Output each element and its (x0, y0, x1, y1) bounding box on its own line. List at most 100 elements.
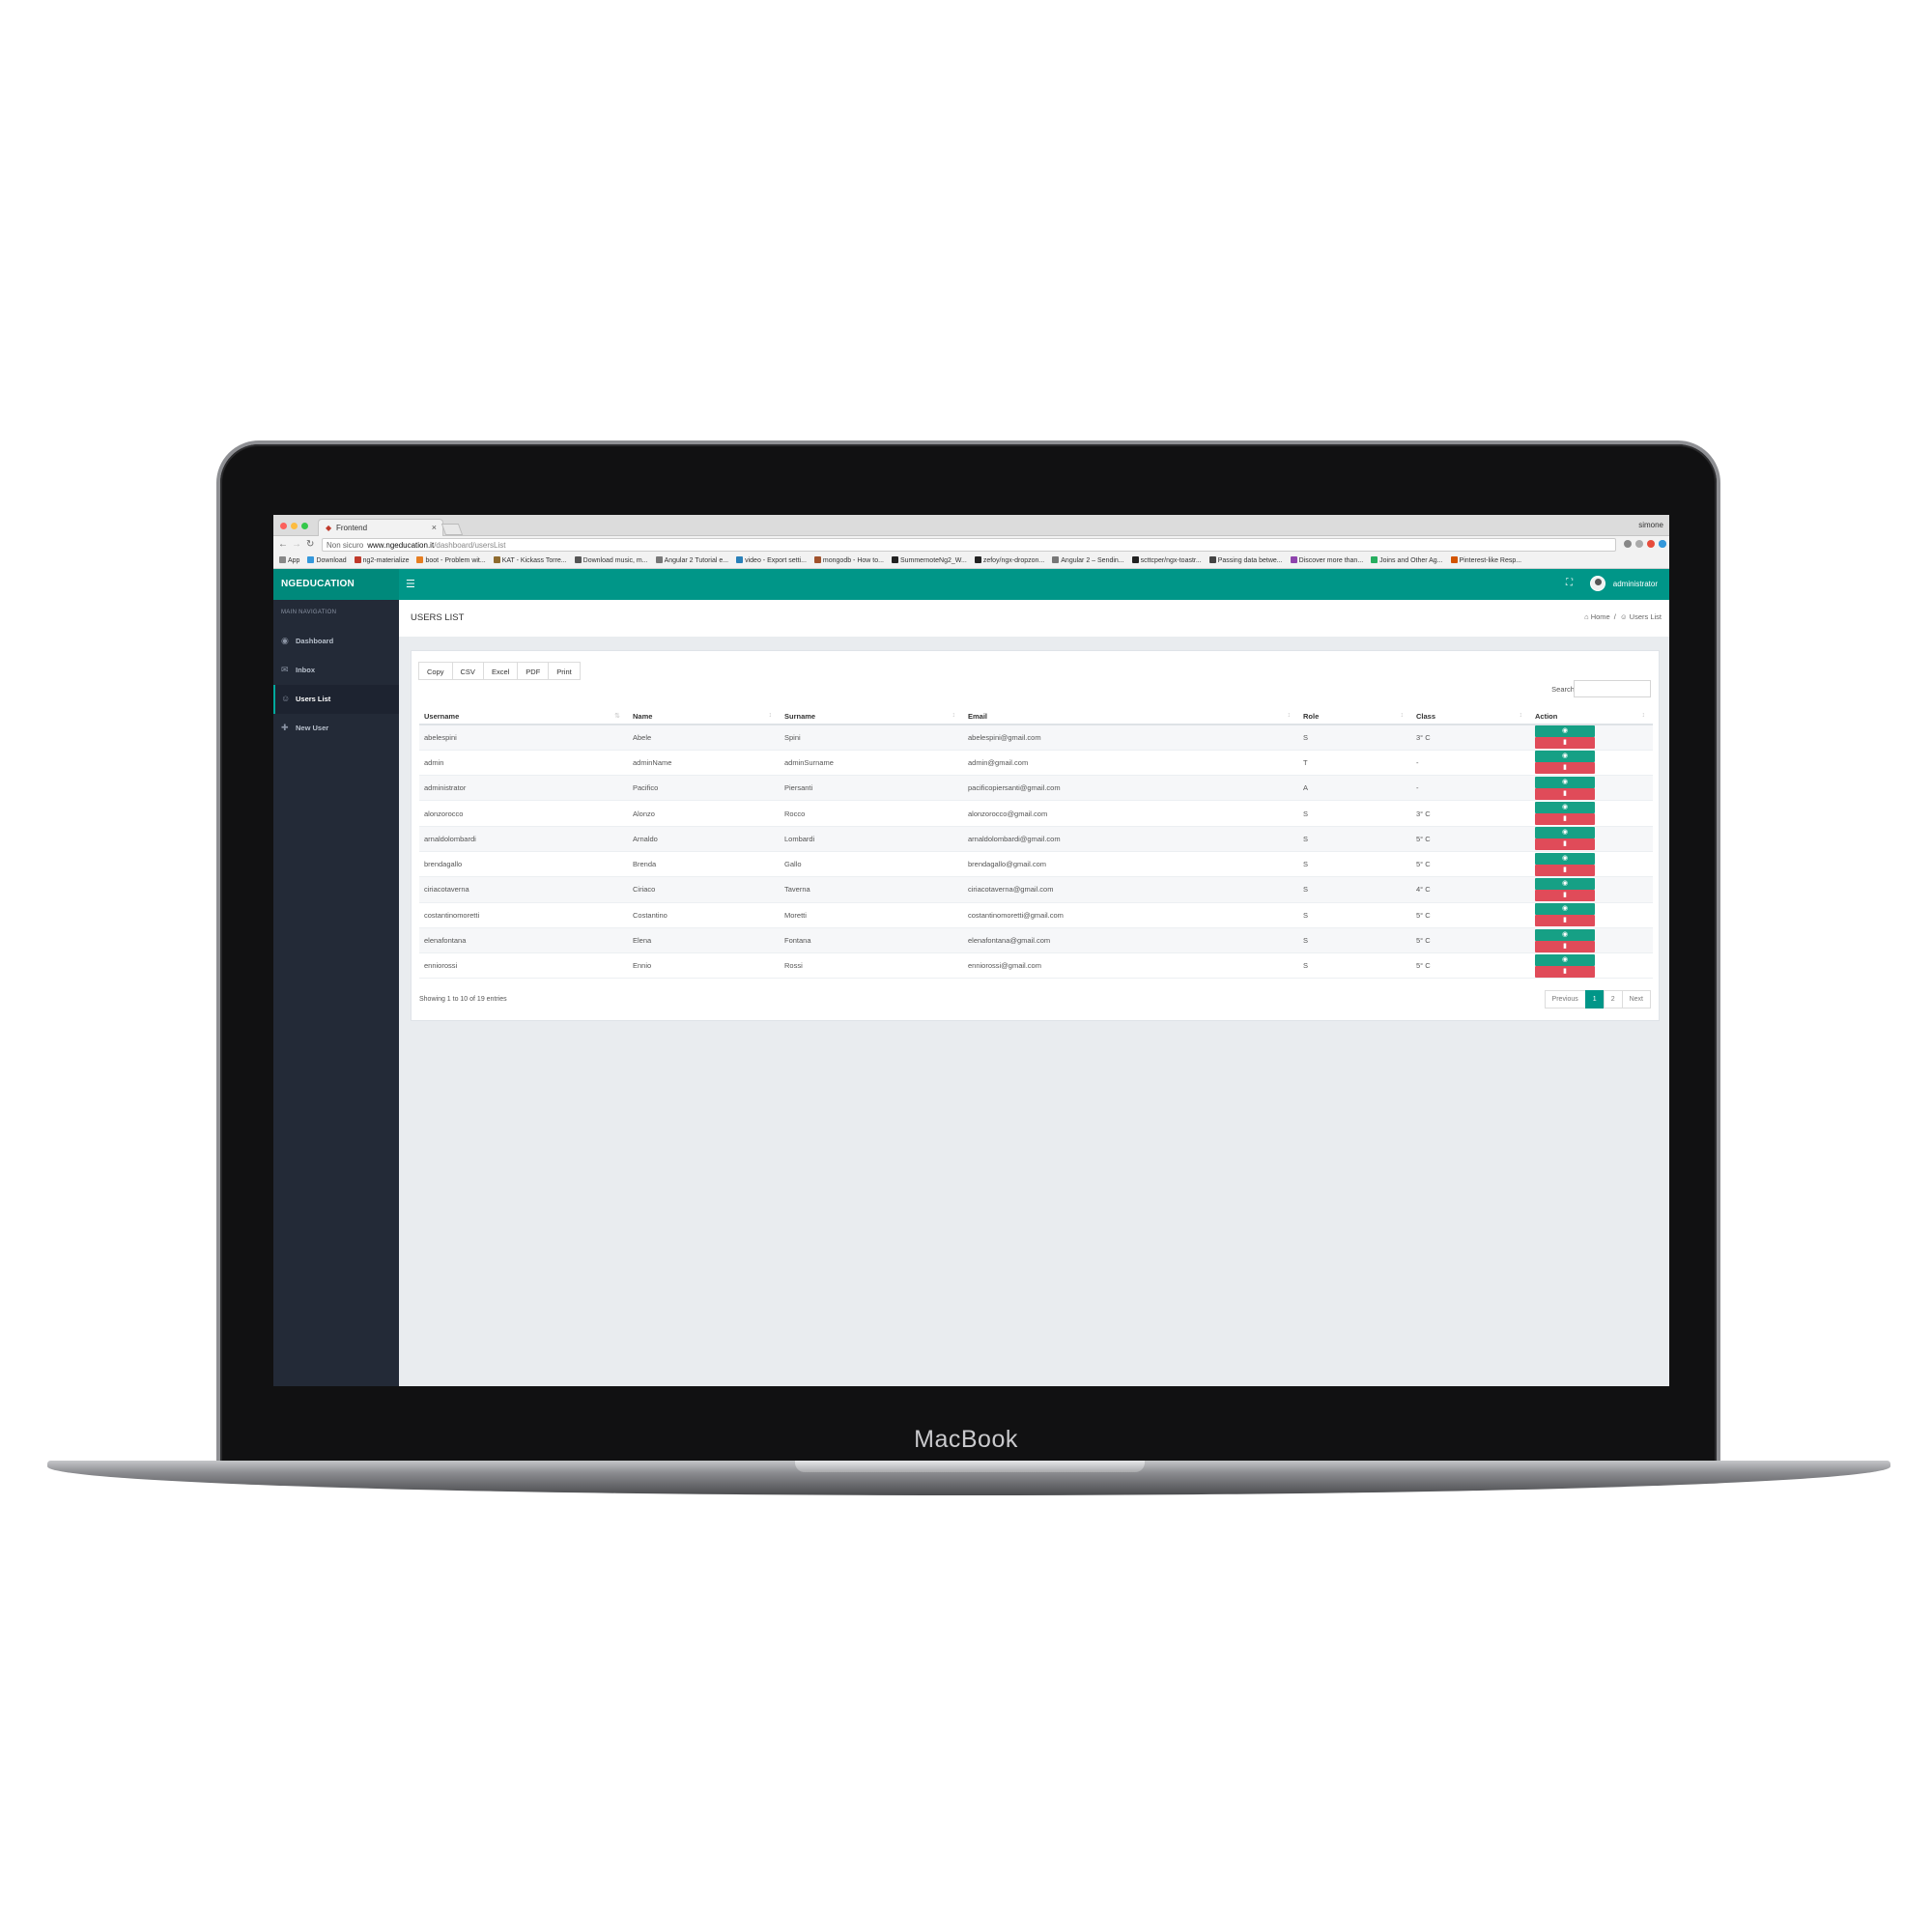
star-icon[interactable] (1635, 540, 1643, 548)
excel-button[interactable]: Excel (482, 662, 519, 680)
bookmark-item[interactable]: Discover more than... (1290, 556, 1363, 564)
bookmark-label: SummernoteNg2_W... (899, 557, 967, 564)
breadcrumb-home[interactable]: Home (1590, 612, 1610, 621)
pagination-page-2[interactable]: 2 (1603, 990, 1623, 1009)
forward-icon[interactable]: → (292, 539, 301, 550)
sidebar-item-dashboard[interactable]: ◉ Dashboard (273, 627, 399, 656)
csv-button[interactable]: CSV (451, 662, 484, 680)
delete-user-button[interactable]: ▮ (1535, 864, 1595, 876)
bookmark-item[interactable]: Joins and Other Ag... (1371, 556, 1443, 564)
bookmark-label: video - Export setti... (745, 557, 807, 564)
bookmark-favicon-icon (354, 556, 361, 563)
new-tab-button[interactable] (440, 524, 464, 535)
delete-user-button[interactable]: ▮ (1535, 940, 1595, 952)
pagination-previous[interactable]: Previous (1544, 990, 1586, 1009)
view-user-button[interactable]: ◉ (1535, 776, 1595, 788)
column-header[interactable]: Email ↕ (963, 708, 1298, 725)
delete-user-button[interactable]: ▮ (1535, 787, 1595, 800)
sort-icon[interactable]: ⇅ (614, 713, 620, 720)
view-user-button[interactable]: ◉ (1535, 725, 1595, 738)
search-input[interactable] (1574, 680, 1651, 697)
column-header[interactable]: Name ↕ (628, 708, 780, 725)
reload-icon[interactable]: ↻ (306, 539, 315, 550)
view-user-button[interactable]: ◉ (1535, 802, 1595, 814)
delete-user-button[interactable]: ▮ (1535, 915, 1595, 927)
column-header[interactable]: Class ↕ (1411, 708, 1530, 725)
table-cell: S (1298, 826, 1411, 852)
bookmark-item[interactable]: Download (307, 556, 347, 564)
pagination-next[interactable]: Next (1621, 990, 1651, 1009)
bookmark-item[interactable]: mongodb - How to... (813, 556, 884, 564)
address-bar[interactable]: Non sicuro www.ngeducation.it/dashboard/u… (322, 538, 1616, 552)
table-row: abelespini Abele Spini abelespini@gmail.com… (419, 724, 1653, 751)
bookmark-item[interactable]: scttcper/ngx-toastr... (1131, 556, 1202, 564)
delete-user-button[interactable]: ▮ (1535, 965, 1595, 978)
user-name[interactable]: administrator (1612, 580, 1658, 588)
minimize-window-icon[interactable] (291, 523, 298, 529)
view-user-button[interactable]: ◉ (1535, 953, 1595, 966)
bookmark-item[interactable]: Pinterest-like Resp... (1450, 556, 1521, 564)
key-icon[interactable] (1624, 540, 1632, 548)
avatar[interactable] (1590, 576, 1605, 591)
table-cell: 5° C (1411, 927, 1530, 954)
view-user-button[interactable]: ◉ (1535, 928, 1595, 941)
sort-icon[interactable]: ↕ (1400, 712, 1405, 719)
bookmark-label: KAT - Kickass Torre... (501, 557, 567, 564)
security-indicator[interactable]: Non sicuro (327, 541, 364, 550)
pagination-page-1[interactable]: 1 (1584, 990, 1605, 1009)
view-user-button[interactable]: ◉ (1535, 852, 1595, 865)
delete-user-button[interactable]: ▮ (1535, 762, 1595, 775)
table-row: costantinomoretti Costantino Moretti costan… (419, 902, 1653, 928)
menu-toggle-icon[interactable]: ☰ (406, 579, 415, 590)
view-user-button[interactable]: ◉ (1535, 827, 1595, 839)
delete-user-button[interactable]: ▮ (1535, 889, 1595, 901)
view-user-button[interactable]: ◉ (1535, 877, 1595, 890)
browser-tab[interactable]: ◆ Frontend × (318, 519, 443, 536)
bookmark-item[interactable]: Download music, m... (574, 556, 648, 564)
table-cell: 3° C (1411, 724, 1530, 751)
sidebar-item-users-list[interactable]: ☺ Users List (273, 685, 399, 714)
delete-user-button[interactable]: ▮ (1535, 813, 1595, 826)
column-header[interactable]: Action ↕ (1530, 708, 1653, 725)
bookmark-item[interactable]: boot - Problem wit... (416, 556, 486, 564)
bookmark-item[interactable]: zefoy/ngx-dropzon... (974, 556, 1044, 564)
view-user-button[interactable]: ◉ (1535, 903, 1595, 916)
sort-icon[interactable]: ↕ (1641, 712, 1646, 719)
adblock-icon[interactable] (1647, 540, 1655, 548)
column-header[interactable]: Role ↕ (1298, 708, 1411, 725)
fullscreen-icon[interactable]: ⛶ (1566, 578, 1573, 588)
bookmark-item[interactable]: App (279, 556, 299, 564)
pdf-button[interactable]: PDF (517, 662, 550, 680)
maximize-window-icon[interactable] (301, 523, 308, 529)
bookmark-item[interactable]: Angular 2 – Sendin... (1052, 556, 1124, 564)
sidebar-item-new-user[interactable]: ✚ New User (273, 714, 399, 743)
bookmark-label: Download (316, 557, 347, 564)
bookmark-item[interactable]: Passing data betwe... (1208, 556, 1283, 564)
address-host: www.ngeducation.it (367, 541, 435, 550)
app-brand[interactable]: NGEDUCATION (273, 569, 399, 600)
column-header[interactable]: Surname ↕ (780, 708, 963, 725)
close-tab-icon[interactable]: × (431, 523, 437, 532)
bookmark-item[interactable]: ng2-materialize (354, 556, 409, 564)
copy-button[interactable]: Copy (418, 662, 453, 680)
bookmark-item[interactable]: KAT - Kickass Torre... (493, 556, 567, 564)
sort-icon[interactable]: ↕ (768, 712, 773, 719)
bookmark-item[interactable]: SummernoteNg2_W... (891, 556, 967, 564)
view-user-button[interactable]: ◉ (1535, 751, 1595, 763)
bookmark-item[interactable]: Angular 2 Tutorial e... (655, 556, 728, 564)
browser-profile-name[interactable]: simone (1638, 521, 1663, 529)
close-window-icon[interactable] (280, 523, 287, 529)
delete-user-button[interactable]: ▮ (1535, 737, 1595, 750)
column-header[interactable]: Username ⇅ (419, 708, 628, 725)
sort-icon[interactable]: ↕ (1519, 712, 1523, 719)
sort-icon[interactable]: ↕ (1287, 712, 1292, 719)
laptop-brand: MacBook (914, 1426, 1018, 1453)
tab-title: Frontend (336, 524, 368, 532)
bookmark-item[interactable]: video - Export setti... (736, 556, 807, 564)
table-cell: S (1298, 724, 1411, 751)
sidebar-item-inbox[interactable]: ✉ Inbox (273, 656, 399, 685)
sort-icon[interactable]: ↕ (952, 712, 956, 719)
back-icon[interactable]: ← (278, 539, 288, 550)
print-button[interactable]: Print (548, 662, 581, 680)
delete-user-button[interactable]: ▮ (1535, 838, 1595, 851)
